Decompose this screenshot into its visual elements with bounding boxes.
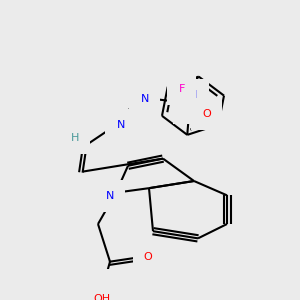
Text: H: H (70, 133, 79, 142)
Text: N: N (106, 191, 114, 201)
Text: H: H (134, 84, 143, 94)
Text: C: C (184, 103, 192, 113)
Text: N: N (116, 120, 125, 130)
Text: N: N (140, 94, 149, 104)
Text: F: F (178, 83, 185, 94)
Text: OH: OH (93, 294, 111, 300)
Text: O: O (144, 252, 152, 262)
Text: O: O (202, 109, 211, 119)
Text: N: N (189, 90, 197, 100)
